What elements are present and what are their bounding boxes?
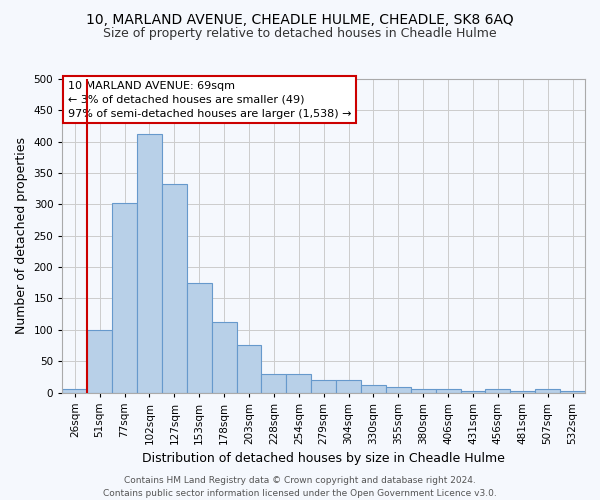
Text: 10 MARLAND AVENUE: 69sqm
← 3% of detached houses are smaller (49)
97% of semi-de: 10 MARLAND AVENUE: 69sqm ← 3% of detache… [68,80,351,118]
Text: Contains HM Land Registry data © Crown copyright and database right 2024.
Contai: Contains HM Land Registry data © Crown c… [103,476,497,498]
Bar [112,203,137,392]
Bar [212,322,236,392]
Bar [436,390,461,392]
Text: Size of property relative to detached houses in Cheadle Hulme: Size of property relative to detached ho… [103,28,497,40]
Bar [162,184,187,392]
Bar [336,380,361,392]
Y-axis label: Number of detached properties: Number of detached properties [15,138,28,334]
Bar [137,134,162,392]
Bar [62,390,87,392]
Bar [411,390,436,392]
Bar [485,390,511,392]
Bar [187,283,212,393]
Bar [236,345,262,393]
Bar [87,330,112,392]
Text: 10, MARLAND AVENUE, CHEADLE HULME, CHEADLE, SK8 6AQ: 10, MARLAND AVENUE, CHEADLE HULME, CHEAD… [86,12,514,26]
Bar [311,380,336,392]
X-axis label: Distribution of detached houses by size in Cheadle Hulme: Distribution of detached houses by size … [142,452,505,465]
Bar [262,374,286,392]
Bar [286,374,311,392]
Bar [535,390,560,392]
Bar [386,388,411,392]
Bar [361,385,386,392]
